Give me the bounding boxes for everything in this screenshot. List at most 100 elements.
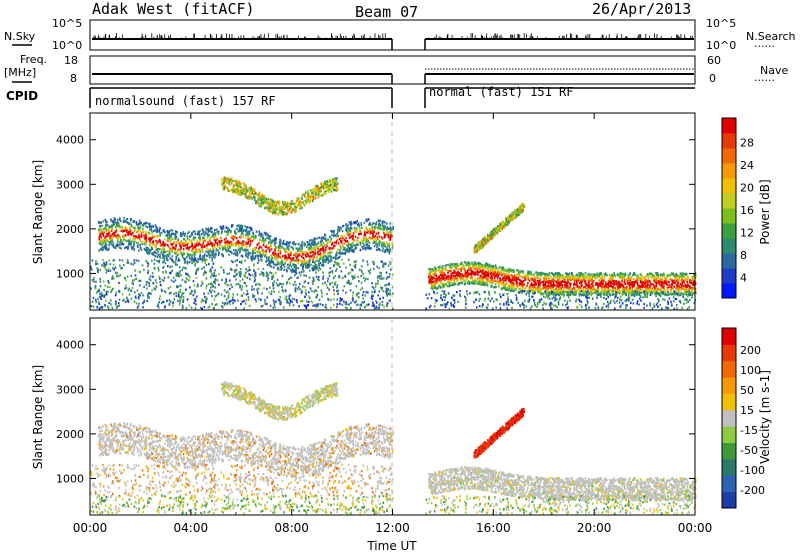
power-cell (349, 234, 351, 237)
power-cell (138, 233, 140, 236)
power-cell (134, 235, 137, 238)
power-cell (164, 231, 166, 234)
power-cell (210, 227, 213, 230)
power-cell (202, 240, 205, 243)
power-cell (333, 179, 336, 183)
power-cell (261, 196, 263, 199)
power-cell (528, 279, 531, 282)
power-cell (343, 285, 346, 288)
power-cell (430, 286, 433, 289)
power-cell (283, 268, 285, 272)
power-cell (170, 229, 172, 232)
power-cell (133, 278, 136, 281)
power-cell (280, 268, 282, 271)
power-cell (307, 189, 310, 192)
power-cell (252, 249, 255, 252)
power-cell (176, 285, 178, 288)
power-cell (300, 261, 303, 264)
power-cell (322, 182, 325, 185)
power-cell (359, 230, 362, 233)
power-cell (674, 293, 677, 296)
power-cell (310, 244, 312, 247)
power-cell (173, 246, 176, 250)
power-cell (267, 198, 269, 201)
power-cell (255, 200, 257, 203)
power-cell (183, 261, 186, 264)
power-cell (184, 288, 187, 291)
power-cell (221, 226, 223, 229)
noise-left-tick-top: 10^5 (52, 17, 82, 30)
power-cell (391, 234, 394, 237)
power-cell (683, 272, 685, 275)
power-cell (299, 206, 301, 209)
power-cell (350, 236, 352, 239)
power-cell (237, 224, 240, 227)
power-cell (336, 284, 339, 287)
power-cell (282, 200, 284, 204)
power-cell (466, 263, 469, 266)
power-cell (363, 232, 366, 235)
power-cell (460, 270, 462, 273)
power-cell (124, 229, 126, 232)
power-cell (201, 238, 204, 242)
power-cell (235, 264, 238, 267)
power-cell (580, 274, 583, 277)
power-cell (477, 266, 480, 269)
power-cell (563, 280, 565, 284)
power-cell (494, 264, 497, 267)
power-cell (263, 196, 265, 199)
power-cell (113, 222, 115, 225)
power-cell (379, 271, 381, 274)
power-cell (324, 248, 327, 252)
power-cell (148, 283, 151, 286)
power-cell (612, 282, 614, 285)
power-cell (162, 240, 164, 243)
power-cell (214, 278, 217, 281)
power-cell (155, 246, 158, 249)
power-cell (199, 236, 201, 239)
power-cell (135, 241, 138, 244)
power-cell (349, 231, 352, 234)
power-cell (289, 263, 291, 267)
power-cell (296, 288, 299, 291)
power-cell (220, 266, 223, 269)
power-cell (122, 243, 125, 246)
power-cell (268, 235, 271, 239)
power-cell (310, 189, 312, 192)
power-cell (271, 204, 273, 207)
power-cell (221, 245, 224, 248)
power-cell (522, 285, 524, 288)
power-cell (623, 287, 626, 290)
power-cell (262, 274, 265, 277)
power-cell (177, 259, 180, 262)
power-cell (148, 237, 150, 240)
power-cell (224, 246, 227, 249)
power-cell (369, 272, 371, 275)
power-cell (205, 271, 207, 275)
power-cell (438, 277, 441, 280)
power-cell (314, 197, 317, 200)
power-cell (588, 275, 591, 279)
power-cell (464, 282, 467, 285)
power-cell (669, 285, 671, 289)
power-cell (186, 242, 189, 245)
power-cell (625, 286, 628, 289)
power-cell (210, 270, 212, 273)
power-cell (584, 290, 586, 293)
power-cell (261, 240, 263, 243)
power-cell (99, 280, 102, 283)
power-cell (348, 236, 351, 239)
power-cell (292, 202, 294, 205)
power-cell (340, 241, 343, 244)
power-cell (319, 194, 322, 197)
power-cell (355, 260, 357, 263)
power-cell (365, 227, 368, 231)
power-cell (380, 286, 382, 289)
power-cell (246, 242, 249, 245)
power-cell (391, 273, 394, 276)
power-cell (236, 272, 238, 275)
power-cell (336, 240, 338, 243)
power-cell (246, 226, 249, 229)
power-cell (512, 285, 515, 288)
power-cell (302, 201, 304, 204)
